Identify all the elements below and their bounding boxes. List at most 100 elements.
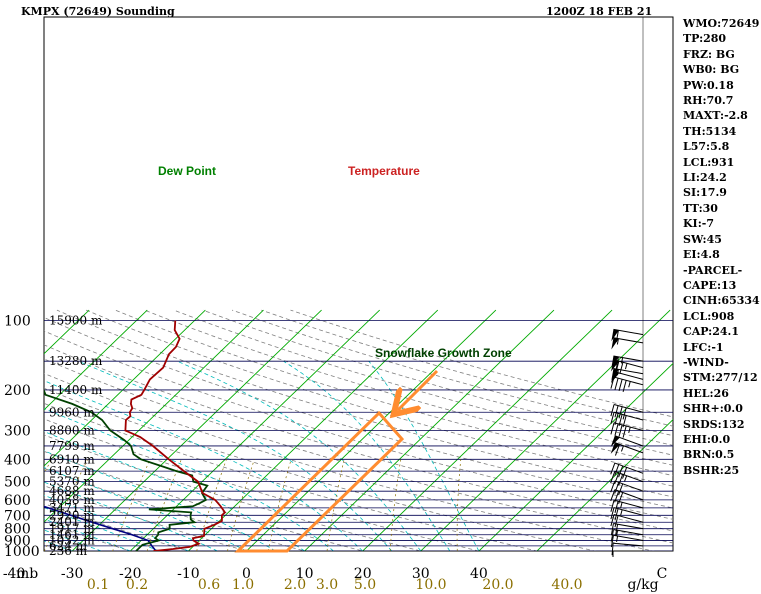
index-item: EI:4.8	[683, 248, 720, 262]
index-item: WB0: BG	[683, 63, 740, 77]
index-item: PW:0.18	[683, 78, 734, 92]
mixing-ratio-tick-label: 20.0	[482, 577, 513, 593]
chart-title: KMPX (72649) Sounding	[21, 5, 175, 18]
mixing-ratio-tick-label: 3.0	[316, 577, 338, 593]
mixing-ratio-tick-label: 5.0	[354, 577, 376, 593]
index-item: CAPE:13	[683, 278, 737, 292]
temperature-tick-label: 20	[354, 566, 372, 582]
index-item: FRZ: BG	[683, 47, 735, 61]
height-tick-label: 8800 m	[49, 424, 95, 438]
moist-adiabat	[44, 481, 218, 551]
mixing-ratio-tick-label: 2.0	[284, 577, 306, 593]
wind-barb	[610, 480, 644, 496]
index-item: -PARCEL-	[683, 263, 743, 277]
wind-barb	[610, 507, 644, 521]
index-item: SHR+:0.0	[683, 402, 743, 416]
height-tick-label: 2920 m	[49, 508, 95, 522]
index-item: RH:70.7	[683, 94, 734, 108]
height-tick-label: 2401 m	[49, 515, 95, 529]
pressure-tick-label: 400	[4, 452, 31, 468]
height-tick-label: 6910 m	[49, 452, 95, 466]
mixing-ratio-tick-label: 40.0	[551, 577, 582, 593]
height-tick-label: 1032 m	[49, 533, 95, 547]
height-tick-label: 6107 m	[49, 464, 95, 478]
index-item: LI:24.2	[683, 171, 727, 185]
dry-adiabat	[44, 503, 190, 551]
mixing-ratio-line	[267, 459, 292, 551]
wind-barb	[610, 359, 644, 374]
index-item: LFC:-1	[683, 340, 724, 354]
mixing-ratio-line	[326, 459, 345, 551]
moist-adiabat	[177, 360, 422, 551]
temperature-tick-label: 30	[412, 566, 430, 582]
moist-adiabat	[44, 380, 363, 551]
pressure-tick-label: 500	[4, 475, 31, 491]
snow-zone-annotation: Snowflake Growth Zone	[375, 346, 512, 360]
dry-adiabat	[44, 317, 673, 509]
dry-adiabat	[44, 330, 673, 520]
height-tick-label: 4058 m	[49, 493, 95, 507]
isotherm	[44, 309, 90, 355]
dry-adiabat	[44, 485, 248, 551]
isotherm	[44, 309, 206, 467]
index-item: MAXT:-2.8	[683, 109, 748, 123]
wind-barb	[610, 513, 644, 528]
index-item: TP:280	[683, 32, 727, 46]
mixing-ratio-tick-label: 10.0	[415, 577, 446, 593]
wind-barb	[611, 337, 644, 350]
snow-zone-arrow	[398, 369, 439, 410]
mixing-ratio-line	[389, 459, 402, 551]
moist-adiabat	[44, 507, 160, 551]
indices-panel: WMO:72649 TP:280 FRZ: BG WB0: BG PW:0.18 RH:7…	[683, 16, 761, 478]
moist-adiabat	[44, 467, 247, 551]
wind-barb	[610, 462, 644, 479]
height-tick-label: 13280 m	[49, 354, 103, 368]
height-tick-label: 3471 m	[49, 501, 95, 515]
mixing-ratio-line	[44, 459, 89, 551]
pressure-tick-label: 300	[4, 424, 31, 440]
index-item: TH:5134	[683, 124, 737, 138]
mixing-ratio-line	[456, 459, 462, 551]
temperature-tick-label: C	[657, 566, 668, 582]
index-item: BSHR:25	[683, 463, 740, 477]
index-item: L57:5.8	[683, 140, 730, 154]
wind-barb	[610, 404, 644, 420]
temperature-annotation: Temperature	[348, 164, 420, 178]
dry-adiabat	[44, 434, 423, 551]
pressure-tick-label: 800	[4, 522, 31, 538]
mixing-ratio-unit-label: g/kg	[627, 577, 658, 593]
wind-barb	[611, 542, 644, 556]
temperature-tick-label: -30	[61, 566, 84, 582]
temperature-tick-label: -40	[3, 566, 26, 582]
dewpoint-trace	[44, 389, 209, 551]
index-item: STM:277/12	[683, 371, 758, 385]
dewpoint-annotation: Dew Point	[158, 164, 216, 178]
moist-adiabat	[368, 360, 480, 551]
wind-barb	[610, 435, 644, 447]
wind-barb	[610, 529, 644, 542]
height-tick-label: 4688 m	[49, 484, 95, 498]
index-item: CAP:24.1	[683, 325, 740, 339]
moist-adiabat	[44, 518, 131, 551]
temperature-tick-label: 0	[242, 566, 251, 582]
pressure-tick-label: 200	[4, 383, 31, 399]
wind-barb	[612, 550, 643, 557]
index-item: SI:17.9	[683, 186, 727, 200]
dry-adiabat	[44, 450, 365, 551]
wind-barb	[610, 534, 644, 548]
snow-growth-zone-outline	[234, 410, 405, 553]
mixing-ratio-line	[146, 459, 182, 551]
pressure-tick-label: 1000	[4, 544, 40, 560]
index-item: SRDS:132	[683, 417, 745, 431]
dry-adiabat	[44, 372, 656, 551]
mixing-ratio-line	[196, 459, 227, 551]
height-tick-label: 1461 m	[49, 528, 95, 542]
temperature-trace	[124, 320, 227, 551]
height-tick-label: 11400 m	[49, 383, 103, 397]
index-item: TT:30	[683, 201, 718, 215]
index-item: BRN:0.5	[683, 448, 735, 462]
wind-barb	[610, 470, 644, 486]
index-item: EHI:0.0	[683, 432, 731, 446]
dry-adiabat	[44, 418, 481, 551]
temperature-tick-label: -20	[119, 566, 142, 582]
